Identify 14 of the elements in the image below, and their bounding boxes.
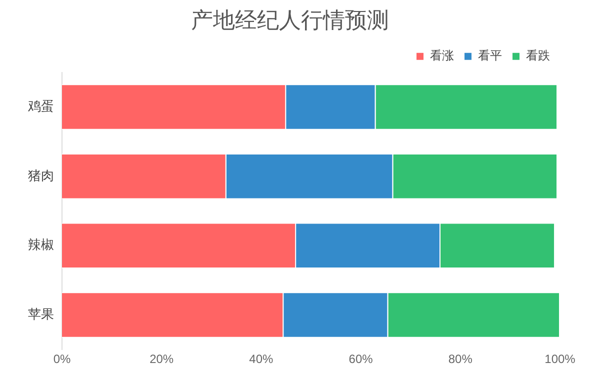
x-tick-label: 40% [249,352,274,366]
y-tick-label: 猪肉 [28,168,54,183]
chart-title: 产地经纪人行情预测 [191,7,389,32]
x-tick-label: 20% [150,352,174,366]
x-tick-label: 100% [544,352,576,366]
legend-label: 看平 [478,48,502,63]
x-tick-label: 60% [348,352,374,366]
legend-label: 看涨 [430,48,454,63]
y-tick-label: 苹果 [28,306,54,322]
x-tick-label: 80% [448,352,473,366]
y-tick-label: 鸡蛋 [27,98,54,114]
y-tick-label: 辣椒 [28,237,54,252]
legend-label: 看跌 [526,48,550,63]
x-tick-label: 0% [53,352,71,366]
